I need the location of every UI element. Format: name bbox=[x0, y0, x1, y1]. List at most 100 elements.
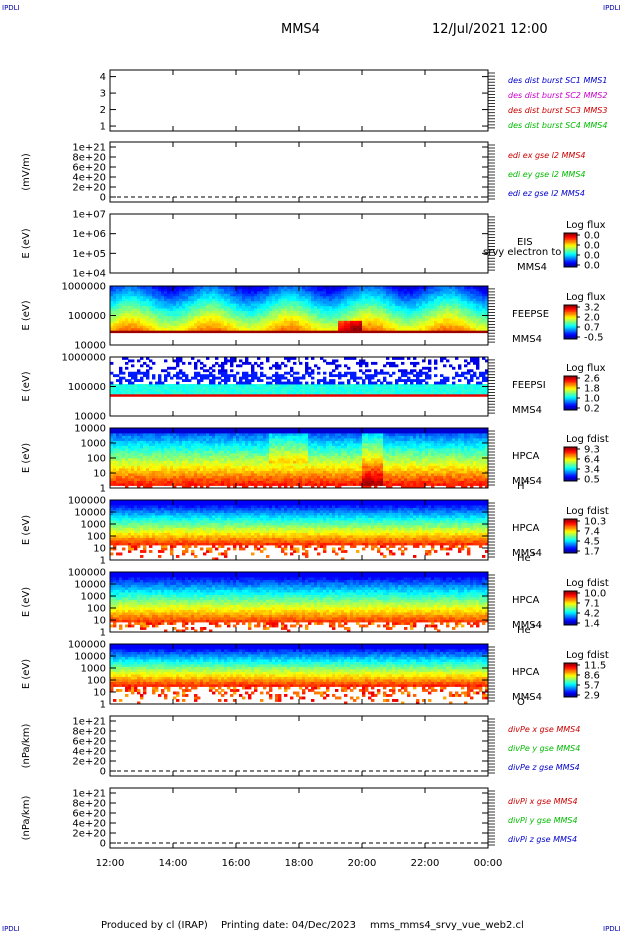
heatmap-cell bbox=[479, 481, 482, 484]
heatmap-cell bbox=[332, 308, 335, 311]
heatmap-cell bbox=[230, 362, 233, 365]
heatmap-cell bbox=[329, 471, 332, 474]
heatmap-cell bbox=[443, 476, 446, 479]
heatmap-cell bbox=[482, 389, 485, 392]
heatmap-cell bbox=[281, 330, 284, 333]
heatmap-cell bbox=[173, 328, 176, 331]
heatmap-cell bbox=[374, 387, 377, 390]
heatmap-cell bbox=[197, 389, 200, 392]
heatmap-cell bbox=[284, 325, 287, 328]
heatmap-cell bbox=[149, 316, 152, 319]
heatmap-cell bbox=[179, 306, 182, 309]
heatmap-cell bbox=[392, 318, 395, 321]
heatmap-cell bbox=[197, 359, 200, 362]
heatmap-cell bbox=[269, 325, 272, 328]
heatmap-cell bbox=[272, 316, 275, 319]
heatmap-cell bbox=[131, 306, 134, 309]
heatmap-cell bbox=[290, 323, 293, 326]
heatmap-cell bbox=[338, 320, 341, 323]
heatmap-cell bbox=[398, 328, 401, 331]
heatmap-cell bbox=[284, 318, 287, 321]
heatmap-cell bbox=[209, 374, 212, 377]
heatmap-cell bbox=[443, 313, 446, 316]
heatmap-cell bbox=[221, 308, 224, 311]
heatmap-cell bbox=[122, 288, 125, 291]
heatmap-cell bbox=[335, 384, 338, 387]
heatmap-cell bbox=[170, 481, 173, 484]
heatmap-cell bbox=[134, 320, 137, 323]
heatmap-cell bbox=[329, 288, 332, 291]
heatmap-cell bbox=[284, 468, 287, 471]
heatmap-cell bbox=[236, 389, 239, 392]
heatmap-cell bbox=[332, 293, 335, 296]
heatmap-cell bbox=[173, 303, 176, 306]
heatmap-cell bbox=[179, 303, 182, 306]
heatmap-cell bbox=[392, 303, 395, 306]
heatmap-cell bbox=[239, 291, 242, 294]
heatmap-cell bbox=[368, 466, 371, 469]
heatmap-cell bbox=[482, 288, 485, 291]
heatmap-cell bbox=[287, 328, 290, 331]
heatmap-cell bbox=[383, 298, 386, 301]
heatmap-cell bbox=[164, 476, 167, 479]
heatmap-cell bbox=[278, 384, 281, 387]
heatmap-cell bbox=[266, 323, 269, 326]
heatmap-cell bbox=[440, 471, 443, 474]
heatmap-cell bbox=[356, 323, 359, 326]
heatmap-cell bbox=[440, 325, 443, 328]
heatmap-cell bbox=[248, 303, 251, 306]
heatmap-cell bbox=[125, 323, 128, 326]
heatmap-cell bbox=[182, 316, 185, 319]
heatmap-cell bbox=[161, 328, 164, 331]
heatmap-cell bbox=[218, 476, 221, 479]
heatmap-cell bbox=[389, 325, 392, 328]
heatmap-cell bbox=[185, 471, 188, 474]
heatmap-cell bbox=[332, 471, 335, 474]
heatmap-cell bbox=[317, 478, 320, 481]
heatmap-cell bbox=[137, 394, 140, 397]
heatmap-cell bbox=[152, 293, 155, 296]
heatmap-cell bbox=[176, 387, 179, 390]
heatmap-cell bbox=[392, 313, 395, 316]
heatmap-cell bbox=[179, 387, 182, 390]
heatmap-cell bbox=[389, 478, 392, 481]
heatmap-cell bbox=[470, 291, 473, 294]
heatmap-cell bbox=[167, 471, 170, 474]
heatmap-cell bbox=[329, 391, 332, 394]
heatmap-cell bbox=[449, 473, 452, 476]
heatmap-cell bbox=[296, 311, 299, 314]
heatmap-cell bbox=[137, 391, 140, 394]
heatmap-cell bbox=[419, 466, 422, 469]
heatmap-cell bbox=[194, 362, 197, 365]
heatmap-cell bbox=[410, 288, 413, 291]
heatmap-cell bbox=[425, 316, 428, 319]
heatmap-cell bbox=[167, 384, 170, 387]
heatmap-cell bbox=[269, 288, 272, 291]
heatmap-cell bbox=[287, 298, 290, 301]
heatmap-cell bbox=[233, 374, 236, 377]
heatmap-cell bbox=[158, 466, 161, 469]
heatmap-cell bbox=[302, 483, 305, 486]
heatmap-cell bbox=[143, 316, 146, 319]
heatmap-cell bbox=[134, 372, 137, 375]
heatmap-cell bbox=[344, 318, 347, 321]
heatmap-cell bbox=[356, 328, 359, 331]
heatmap-cell bbox=[254, 311, 257, 314]
heatmap-cell bbox=[179, 463, 182, 466]
heatmap-cell bbox=[425, 483, 428, 486]
heatmap-cell bbox=[467, 291, 470, 294]
heatmap-cell bbox=[254, 313, 257, 316]
heatmap-cell bbox=[167, 288, 170, 291]
heatmap-cell bbox=[425, 384, 428, 387]
heatmap-cell bbox=[290, 325, 293, 328]
heatmap-cell bbox=[356, 362, 359, 365]
heatmap-cell bbox=[326, 306, 329, 309]
heatmap-cell bbox=[113, 389, 116, 392]
heatmap-cell bbox=[431, 306, 434, 309]
heatmap-cell bbox=[410, 308, 413, 311]
heatmap-cell bbox=[260, 308, 263, 311]
heatmap-cell bbox=[356, 473, 359, 476]
heatmap-cell bbox=[131, 389, 134, 392]
heatmap-cell bbox=[437, 328, 440, 331]
heatmap-cell bbox=[326, 394, 329, 397]
